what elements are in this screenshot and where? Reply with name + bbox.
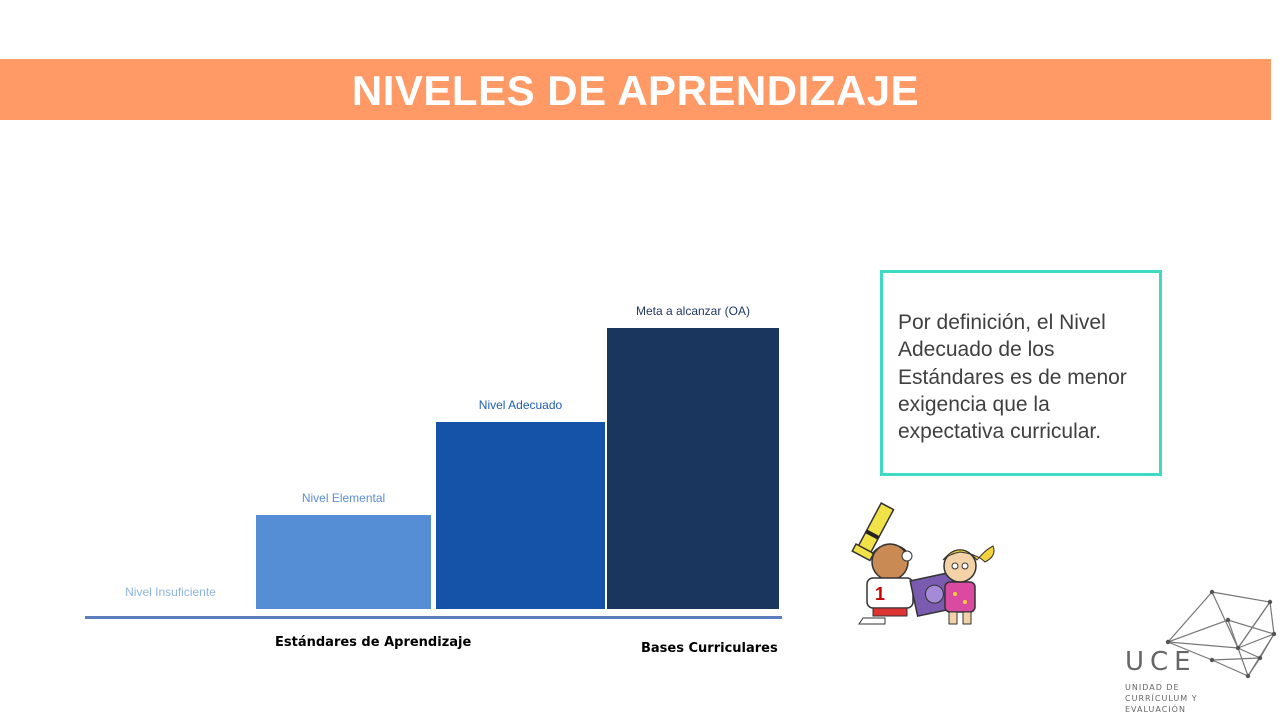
- children-telescope-clipart: 1: [851, 502, 995, 625]
- bar-label-4: Meta a alcanzar (OA): [635, 304, 751, 318]
- group-label-bases: Bases Curriculares: [641, 641, 778, 656]
- bar-label-3: Nivel Adecuado: [478, 398, 563, 412]
- svg-text:1: 1: [875, 584, 885, 604]
- logo-line-1: UNIDAD DE: [1125, 683, 1180, 692]
- page-title: NIVELES DE APRENDIZAJE: [351, 67, 920, 114]
- bar-2: [256, 515, 431, 609]
- logo-line-2: CURRÍCULUM Y: [1125, 694, 1198, 703]
- network-logo-icon: [1165, 589, 1277, 679]
- logo-acronym: UCE: [1125, 647, 1197, 677]
- bar-3: [436, 422, 605, 609]
- definition-callout: Por definición, el Nivel Adecuado de los…: [880, 270, 1162, 476]
- callout-text: Por definición, el Nivel Adecuado de los…: [898, 311, 1127, 444]
- uce-logo-text: UCE UNIDAD DE CURRÍCULUM Y EVALUACIÓN: [1125, 648, 1198, 715]
- title-banner: NIVELES DE APRENDIZAJE: [0, 59, 1271, 120]
- chart-baseline: [85, 616, 782, 619]
- bar-label-2: Nivel Elemental: [301, 491, 386, 505]
- group-label-estandares: Estándares de Aprendizaje: [275, 635, 472, 650]
- logo-line-3: EVALUACIÓN: [1125, 705, 1186, 714]
- bar-label-1: Nivel Insuficiente: [125, 585, 216, 599]
- bar-4: [607, 328, 779, 609]
